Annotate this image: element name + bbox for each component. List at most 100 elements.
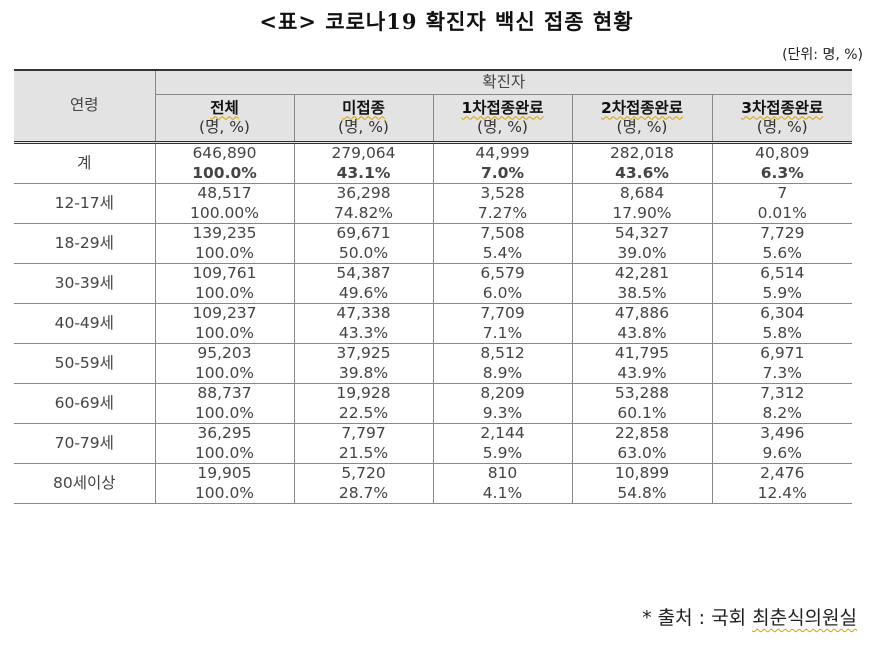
column-unit: (명, %): [477, 118, 528, 136]
cell-count: 109,237: [192, 304, 257, 322]
table-cell: 7,709 7.1%: [433, 303, 573, 344]
column-label: 미접종: [342, 98, 385, 117]
row-age-label: 12-17세: [14, 183, 156, 224]
table-cell: 3,528 7.27%: [433, 183, 573, 224]
table-cell: 69,671 50.0%: [294, 223, 434, 264]
table-cell: 88,737 100.0%: [155, 383, 295, 424]
cell-count: 41,795: [614, 344, 670, 362]
table-cell: 279,064 43.1%: [294, 141, 434, 184]
cell-percent: 9.3%: [482, 403, 523, 422]
cell-percent: 100.0%: [194, 283, 255, 302]
cell-count: 109,761: [192, 264, 257, 282]
table-row: 30-39세 109,761 100.0% 54,387 49.6% 6,579 6.…: [14, 263, 852, 304]
column-unit: (명, %): [199, 118, 250, 136]
column-unit: (명, %): [756, 118, 808, 136]
confirmed-group-header: 확진자: [155, 69, 852, 95]
column-header: 전체 (명, %): [155, 94, 295, 143]
cell-count: 44,999: [475, 144, 530, 162]
table-row: 80세이상 19,905 100.0% 5,720 28.7% 810 4.1% 10…: [14, 463, 852, 504]
cell-count: 8,512: [480, 344, 525, 362]
cell-count: 54,387: [336, 264, 391, 282]
cell-count: 282,018: [609, 144, 675, 162]
table-cell: 53,288 60.1%: [572, 383, 713, 424]
table-cell: 36,298 74.82%: [294, 183, 434, 224]
cell-count: 7,508: [480, 224, 525, 242]
cell-percent: 43.3%: [338, 323, 389, 342]
row-age-label: 30-39세: [14, 263, 156, 304]
cell-count: 10,899: [614, 464, 670, 482]
table-cell: 40,809 6.3%: [712, 141, 852, 184]
column-header: 2차접종완료 (명, %): [572, 94, 713, 143]
cell-count: 53,288: [614, 384, 670, 402]
cell-count: 6,514: [760, 264, 805, 282]
table-row: 12-17세 48,517 100.00% 36,298 74.82% 3,528 7…: [14, 183, 852, 224]
cell-count: 7,709: [480, 304, 525, 322]
cell-percent: 100.0%: [194, 443, 255, 462]
source-prefix: * 출처 : 국회: [642, 607, 753, 629]
table-cell: 44,999 7.0%: [433, 141, 573, 184]
table-cell: 109,761 100.0%: [155, 263, 295, 304]
cell-percent: 7.3%: [762, 363, 802, 382]
table-cell: 282,018 43.6%: [572, 141, 713, 184]
cell-count: 7,797: [341, 424, 386, 442]
cell-percent: 7.27%: [477, 203, 528, 222]
cell-count: 7,729: [760, 224, 805, 242]
table-cell: 7,729 5.6%: [712, 223, 852, 264]
source-name: 최춘식의원실: [752, 607, 857, 629]
cell-count: 646,890: [192, 144, 257, 162]
cell-count: 279,064: [331, 144, 396, 162]
cell-count: 36,295: [197, 424, 252, 442]
cell-count: 6,304: [760, 304, 805, 322]
table-cell: 36,295 100.0%: [155, 423, 295, 464]
table-cell: 7,312 8.2%: [712, 383, 852, 424]
vaccination-table: 연령 확진자 전체 (명, %) 미접종 (명, %) 1차접종완료 (명, %) 2…: [14, 69, 852, 504]
cell-count: 36,298: [336, 184, 391, 202]
table-cell: 6,304 5.8%: [712, 303, 852, 344]
table-cell: 47,338 43.3%: [294, 303, 434, 344]
table-cell: 2,476 12.4%: [712, 463, 852, 504]
cell-count: 95,203: [197, 344, 252, 362]
cell-count: 19,928: [336, 384, 391, 402]
cell-percent: 54.8%: [617, 483, 667, 502]
table-cell: 54,387 49.6%: [294, 263, 434, 304]
cell-count: 6,579: [480, 264, 525, 282]
table-cell: 19,928 22.5%: [294, 383, 434, 424]
cell-percent: 60.1%: [617, 403, 667, 422]
cell-count: 3,528: [480, 184, 525, 202]
cell-percent: 100.0%: [194, 403, 255, 422]
cell-count: 47,338: [336, 304, 391, 322]
cell-percent: 43.6%: [615, 163, 669, 182]
table-row: 50-59세 95,203 100.0% 37,925 39.8% 8,512 8.9…: [14, 343, 852, 384]
cell-count: 22,858: [614, 424, 670, 442]
table-cell: 6,514 5.9%: [712, 263, 852, 304]
row-age-label: 80세이상: [14, 463, 156, 504]
row-age-label: 40-49세: [14, 303, 156, 344]
cell-percent: 100.0%: [194, 243, 255, 262]
cell-count: 7: [777, 184, 788, 202]
table-cell: 54,327 39.0%: [572, 223, 713, 264]
table-cell: 41,795 43.9%: [572, 343, 713, 384]
cell-count: 6,971: [760, 344, 805, 362]
cell-count: 37,925: [336, 344, 391, 362]
cell-percent: 17.90%: [612, 203, 672, 222]
cell-percent: 8.2%: [762, 403, 802, 422]
cell-count: 2,476: [760, 464, 805, 482]
cell-count: 3,496: [760, 424, 805, 442]
table-cell: 6,971 7.3%: [712, 343, 852, 384]
table-row: 40-49세 109,237 100.0% 47,338 43.3% 7,709 7.…: [14, 303, 852, 344]
table-cell: 3,496 9.6%: [712, 423, 852, 464]
row-age-label: 계: [14, 141, 156, 184]
table-cell: 2,144 5.9%: [433, 423, 573, 464]
cell-percent: 100.0%: [194, 483, 255, 502]
cell-count: 5,720: [341, 464, 386, 482]
cell-percent: 100.0%: [194, 363, 255, 382]
cell-percent: 7.0%: [481, 163, 524, 182]
column-header: 미접종 (명, %): [294, 94, 434, 143]
cell-count: 8,684: [619, 184, 665, 202]
cell-percent: 50.0%: [338, 243, 389, 262]
row-age-label: 50-59세: [14, 343, 156, 384]
row-age-label: 18-29세: [14, 223, 156, 264]
cell-percent: 5.8%: [762, 323, 802, 342]
table-cell: 19,905 100.0%: [155, 463, 295, 504]
table-row: 계 646,890 100.0% 279,064 43.1% 44,999 7.0% …: [14, 141, 852, 184]
